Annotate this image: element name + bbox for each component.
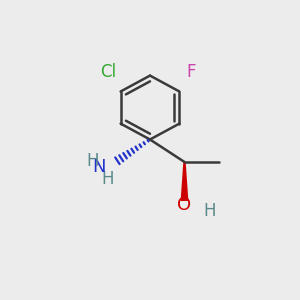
Text: F: F bbox=[186, 63, 196, 81]
Text: N: N bbox=[92, 158, 106, 175]
Text: H: H bbox=[204, 202, 216, 220]
Text: H: H bbox=[102, 169, 114, 188]
Polygon shape bbox=[181, 162, 188, 201]
Text: Cl: Cl bbox=[100, 63, 116, 81]
Text: H: H bbox=[87, 152, 99, 169]
Text: O: O bbox=[177, 196, 192, 214]
